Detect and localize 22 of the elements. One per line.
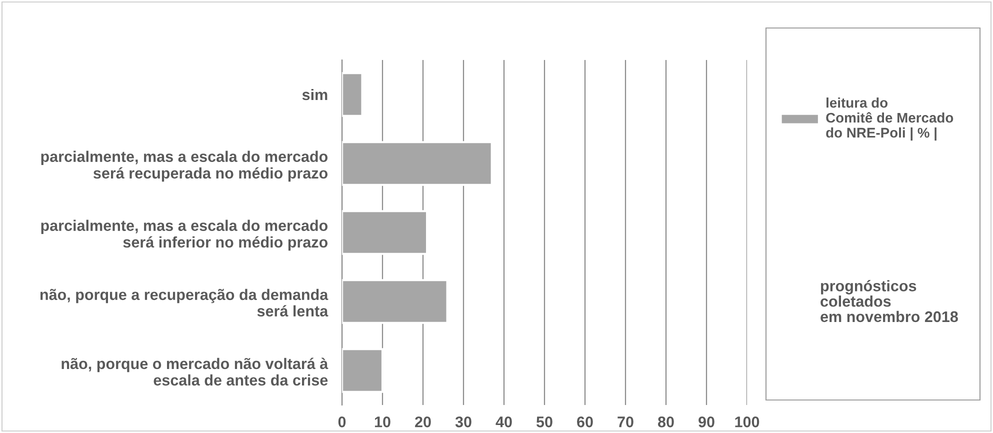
- bar: [342, 279, 448, 324]
- x-tick-label: 50: [536, 416, 552, 428]
- y-tick-label: parcialmente, mas a escala do mercado será inferior no médio prazo: [41, 220, 328, 251]
- x-tick-label: 80: [658, 416, 674, 428]
- x-tick-label: 20: [415, 416, 431, 428]
- x-tick-label: 100: [735, 416, 760, 428]
- bar: [342, 72, 364, 117]
- x-tick-label: 60: [577, 416, 593, 428]
- y-tick-label: não, porque a recuperação da demanda será lenta: [40, 288, 328, 317]
- bar: [342, 348, 384, 393]
- x-tick-label: 40: [496, 416, 512, 428]
- x-tick-label: 30: [455, 416, 472, 428]
- text: prognósticos coletados em novembro 2018: [820, 280, 958, 322]
- bar: [342, 141, 493, 186]
- x-tick-label: 90: [698, 416, 714, 428]
- y-tick-label: não, porque o mercado não voltará à escala de antes da crise: [62, 358, 328, 386]
- legend-label: leitura do Comitê de Mercado do NRE-Poli | % |: [826, 98, 954, 141]
- y-tick-label: sim: [302, 88, 328, 100]
- y-tick-label: parcialmente, mas a escala do mercado será recuperada no médio prazo: [41, 150, 328, 182]
- x-tick-label: 0: [338, 416, 346, 428]
- x-tick-label: 10: [374, 416, 390, 428]
- x-tick-label: 70: [618, 416, 634, 428]
